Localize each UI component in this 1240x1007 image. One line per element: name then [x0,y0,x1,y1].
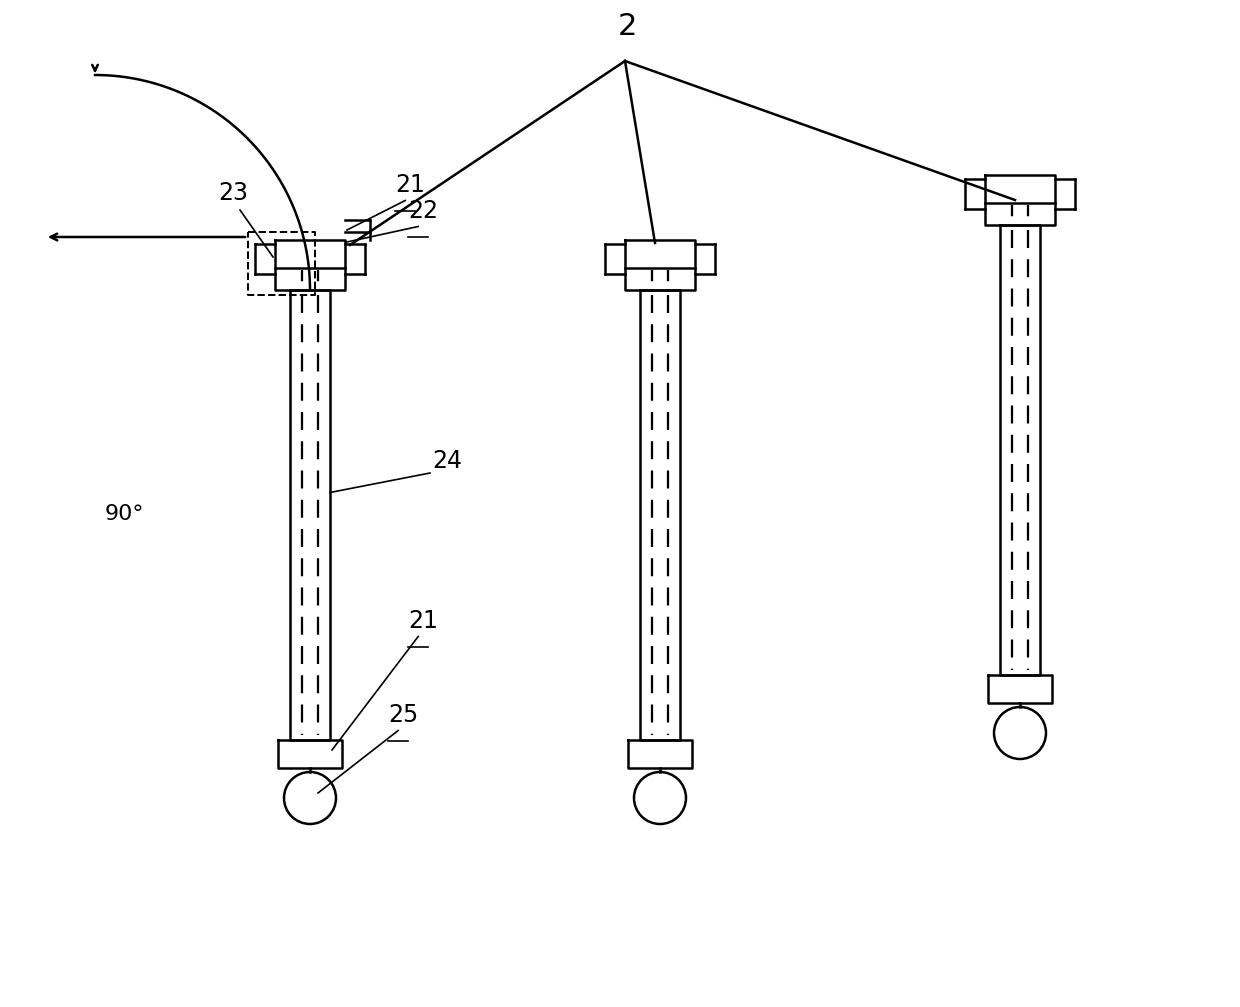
Text: 22: 22 [408,199,438,223]
Text: 24: 24 [432,449,463,473]
Text: 21: 21 [408,609,438,633]
Text: 23: 23 [218,181,248,205]
Text: 21: 21 [396,173,425,197]
Text: 90°: 90° [105,504,145,524]
Text: 25: 25 [388,703,418,727]
Text: 2: 2 [618,12,637,41]
